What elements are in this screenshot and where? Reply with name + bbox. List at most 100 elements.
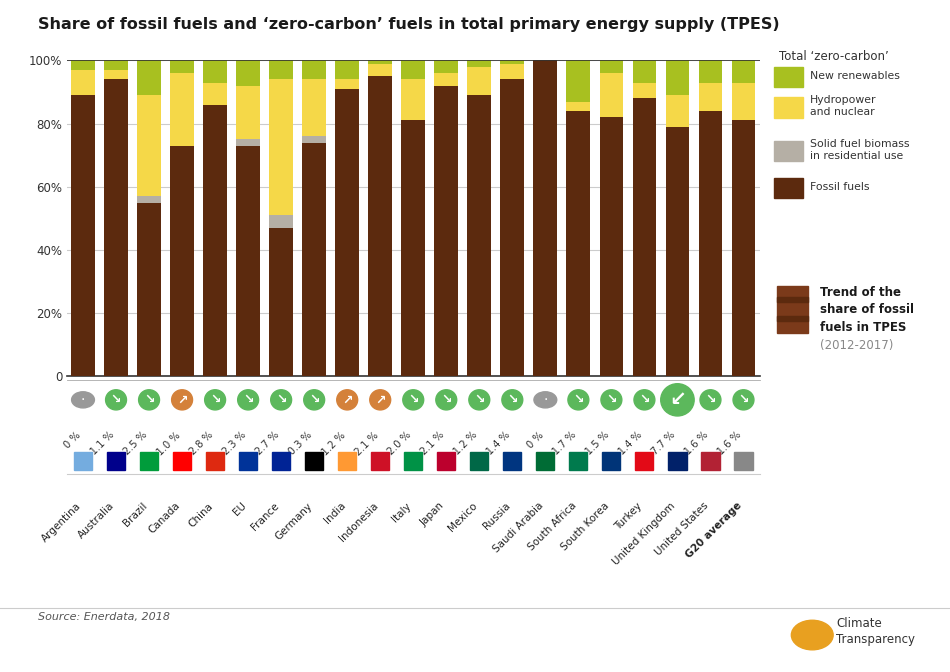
Text: Australia: Australia: [76, 501, 116, 540]
Bar: [434, 60, 458, 73]
Text: (2012-2017): (2012-2017): [820, 339, 893, 352]
Text: United States: United States: [654, 501, 711, 558]
Bar: [599, 60, 623, 73]
Bar: [269, 79, 293, 215]
Bar: [302, 136, 326, 142]
Bar: [302, 60, 326, 79]
Text: ↘: ↘: [441, 393, 451, 407]
Bar: [467, 60, 491, 67]
Text: -1.4 %: -1.4 %: [615, 430, 644, 460]
Bar: [203, 60, 227, 83]
Text: ↘: ↘: [738, 393, 749, 407]
Bar: [698, 111, 722, 376]
Bar: [302, 79, 326, 136]
Text: +2.1 %: +2.1 %: [347, 430, 380, 463]
Bar: [501, 79, 524, 376]
Bar: [467, 67, 491, 95]
Bar: [666, 127, 690, 376]
Bar: [369, 64, 392, 76]
Text: ↗: ↗: [177, 393, 187, 407]
Text: ↘: ↘: [573, 393, 583, 407]
Bar: [335, 89, 359, 376]
Text: ↘: ↘: [408, 393, 419, 407]
Text: Turkey: Turkey: [614, 501, 644, 532]
Bar: [434, 73, 458, 86]
Bar: [137, 196, 161, 203]
Text: New renewables: New renewables: [810, 71, 901, 81]
Bar: [467, 95, 491, 376]
Text: ↘: ↘: [474, 393, 484, 407]
Text: Japan: Japan: [419, 501, 446, 528]
Bar: [534, 60, 558, 376]
Text: +1.0 %: +1.0 %: [149, 430, 182, 463]
Text: -1.5 %: -1.5 %: [581, 430, 612, 460]
Bar: [137, 203, 161, 376]
Bar: [401, 120, 426, 376]
Text: Argentina: Argentina: [40, 501, 83, 544]
Bar: [237, 140, 260, 146]
Bar: [170, 73, 194, 146]
Text: Climate
Transparency: Climate Transparency: [836, 617, 915, 646]
Bar: [269, 228, 293, 376]
Text: Mexico: Mexico: [446, 501, 480, 534]
Text: Saudi Arabia: Saudi Arabia: [491, 501, 545, 554]
Bar: [599, 118, 623, 376]
Text: ↙: ↙: [669, 390, 686, 409]
Text: -1.6 %: -1.6 %: [681, 430, 711, 460]
Text: G20 average: G20 average: [684, 501, 744, 560]
Text: Hydropower
and nuclear: Hydropower and nuclear: [810, 95, 877, 117]
Bar: [566, 101, 590, 111]
Bar: [732, 83, 755, 120]
Text: -2.8 %: -2.8 %: [185, 430, 215, 460]
Text: -2.1 %: -2.1 %: [416, 430, 446, 460]
Bar: [666, 95, 690, 127]
Text: Brazil: Brazil: [122, 501, 149, 528]
Text: Indonesia: Indonesia: [337, 501, 380, 544]
Text: United Kingdom: United Kingdom: [611, 501, 677, 567]
Text: -1.7 %: -1.7 %: [548, 430, 579, 460]
Text: 0 %: 0 %: [63, 430, 83, 450]
Text: ↘: ↘: [276, 393, 286, 407]
Text: -1.2 %: -1.2 %: [449, 430, 480, 460]
Bar: [302, 142, 326, 376]
Bar: [335, 60, 359, 79]
Text: Germany: Germany: [274, 501, 314, 542]
Text: +1.2 %: +1.2 %: [314, 430, 347, 463]
Bar: [335, 79, 359, 89]
Bar: [203, 83, 227, 105]
Text: -1.1 %: -1.1 %: [86, 430, 116, 460]
Bar: [599, 73, 623, 118]
Text: ·: ·: [543, 393, 547, 407]
Text: Italy: Italy: [390, 501, 413, 523]
Text: -0.3 %: -0.3 %: [285, 430, 314, 460]
Bar: [434, 86, 458, 376]
Text: -1.6 %: -1.6 %: [713, 430, 744, 460]
Bar: [137, 60, 161, 95]
Text: Share of fossil fuels and ‘zero-carbon’ fuels in total primary energy supply (TP: Share of fossil fuels and ‘zero-carbon’ …: [38, 17, 780, 32]
Bar: [104, 70, 128, 79]
Text: 0 %: 0 %: [525, 430, 545, 450]
Text: South Korea: South Korea: [560, 501, 612, 552]
Bar: [732, 120, 755, 376]
Bar: [633, 98, 656, 376]
Text: Canada: Canada: [147, 501, 182, 536]
Bar: [203, 105, 227, 376]
Bar: [269, 215, 293, 228]
Text: China: China: [187, 501, 215, 529]
Bar: [237, 60, 260, 86]
Bar: [369, 76, 392, 376]
Bar: [170, 146, 194, 376]
Bar: [401, 79, 426, 120]
Text: France: France: [250, 501, 281, 532]
Text: India: India: [322, 501, 347, 526]
Bar: [71, 70, 95, 95]
Bar: [501, 64, 524, 79]
Text: Russia: Russia: [482, 501, 512, 532]
Bar: [104, 79, 128, 376]
Text: -7.7 %: -7.7 %: [648, 430, 677, 460]
Text: -2.3 %: -2.3 %: [218, 430, 248, 460]
Text: ↘: ↘: [210, 393, 220, 407]
Bar: [137, 95, 161, 196]
Bar: [369, 60, 392, 64]
Bar: [237, 86, 260, 140]
